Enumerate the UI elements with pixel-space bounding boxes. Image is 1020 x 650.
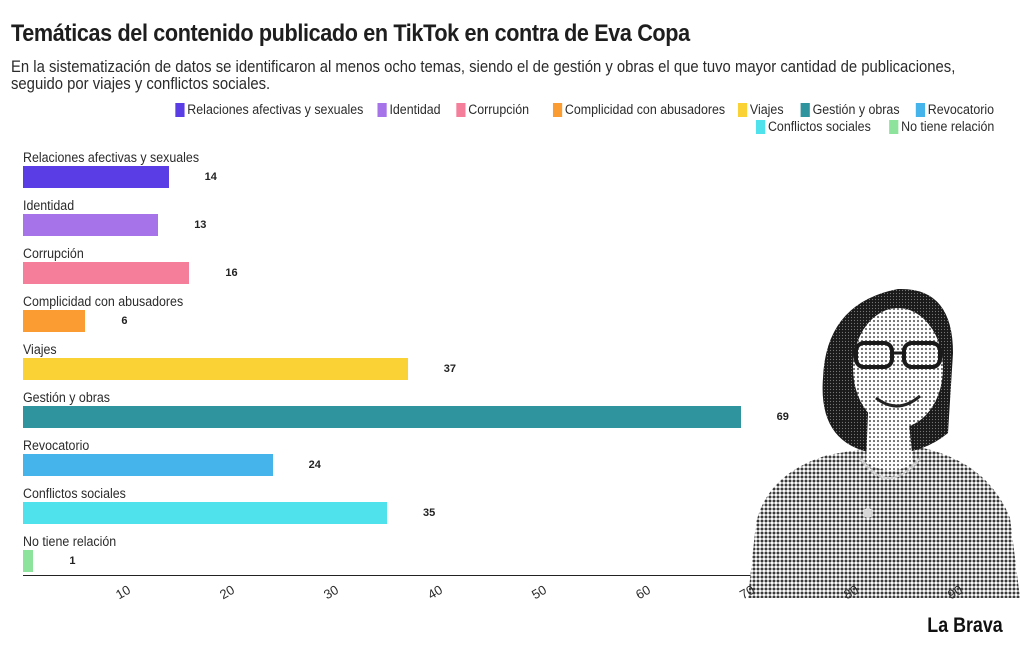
x-tick-label: 20 [216,582,237,603]
bar [23,502,387,524]
legend-label: No tiene relación [900,119,994,134]
category-label: Gestión y obras [23,390,110,405]
category-label: Complicidad con abusadores [23,294,184,309]
legend-item: Gestión y obras [801,102,900,117]
legend-item: Viajes [737,102,784,117]
x-tick-label: 30 [320,582,341,603]
legend-label: Conflictos sociales [767,119,871,134]
bar [23,550,34,572]
x-tick-label: 60 [632,582,653,603]
data-label: 16 [225,267,238,279]
x-tick-label: 50 [528,582,549,603]
data-label: 69 [776,411,789,423]
bar [23,358,408,380]
bar [23,406,741,428]
legend-label: Gestión y obras [812,102,900,117]
category-label: No tiene relación [23,534,117,549]
legend-label: Complicidad con abusadores [564,102,725,117]
category-label: Revocatorio [23,438,90,453]
data-label: 1 [69,555,76,567]
legend-swatch [755,119,766,134]
category-label: Corrupción [23,246,84,261]
legend-item: Identidad [377,102,441,117]
data-label: 24 [308,459,321,471]
legend-swatch [552,102,562,117]
chart-subtitle: En la sistematización de datos se identi… [11,58,956,93]
bar [23,214,159,236]
chart-title: Temáticas del contenido publicado en Tik… [11,20,690,47]
legend-item: Revocatorio [915,102,994,117]
legend-label: Identidad [389,102,441,117]
category-label: Identidad [23,198,75,213]
bar [23,166,169,188]
legend-item: Conflictos sociales [755,119,871,134]
legend-label: Relaciones afectivas y sexuales [187,102,364,117]
legend-swatch [737,102,748,117]
data-label: 37 [443,363,457,375]
data-label: 13 [194,219,207,231]
category-label: Relaciones afectivas y sexuales [23,150,200,165]
bar [23,454,273,476]
x-tick-label: 10 [112,582,133,603]
legend-item: Complicidad con abusadores [552,102,725,117]
portrait-halftone-icon [748,288,1020,598]
data-label: 35 [423,507,436,519]
legend-item: No tiene relación [888,119,994,134]
data-label: 6 [121,315,128,327]
x-axis-line [23,575,1001,576]
legend-label: Corrupción [468,102,529,117]
bar [23,262,190,284]
legend-swatch [915,102,925,117]
legend-swatch [801,102,811,117]
legend-swatch [888,119,899,134]
bar [23,310,86,332]
legend-swatch [377,102,387,117]
legend-item: Corrupción [456,102,529,117]
x-tick-label: 40 [424,582,445,603]
brand-logo: La Brava [927,614,1003,637]
legend-swatch [456,102,466,117]
legend: Relaciones afectivas y sexuales Identidad… [54,102,994,134]
legend-swatch [175,102,185,117]
legend-item: Relaciones afectivas y sexuales [175,102,363,117]
legend-label: Revocatorio [927,102,994,117]
category-label: Viajes [23,342,57,357]
legend-label: Viajes [749,102,784,117]
category-label: Conflictos sociales [23,486,126,501]
data-label: 14 [204,171,217,183]
